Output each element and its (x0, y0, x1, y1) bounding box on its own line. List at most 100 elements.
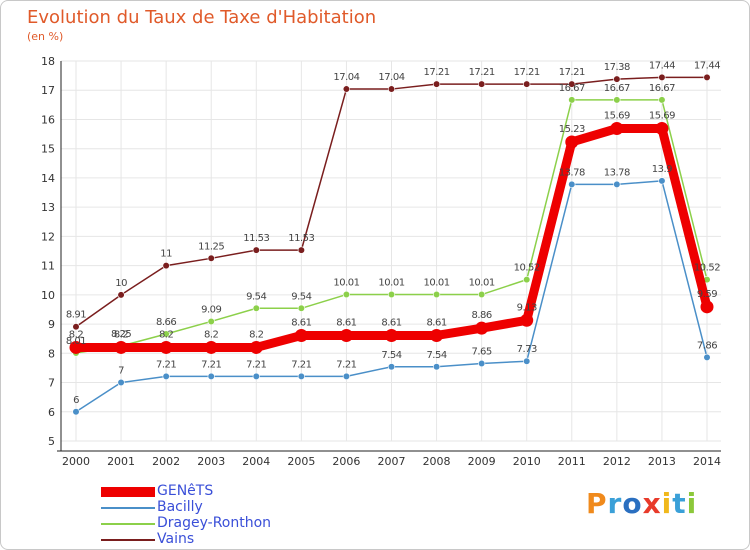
y-tick-label: 7 (48, 377, 55, 390)
data-point (162, 262, 170, 270)
data-point (385, 328, 398, 342)
data-point (342, 372, 351, 381)
data-point (432, 80, 441, 88)
data-label: 8.2 (69, 329, 84, 340)
data-point (114, 340, 128, 354)
data-point (430, 328, 444, 342)
data-label: 16.67 (649, 83, 675, 94)
data-point (204, 340, 218, 354)
data-label: 10 (115, 278, 127, 289)
data-label: 8.25 (111, 329, 131, 340)
data-label: 15.23 (559, 124, 585, 135)
legend-label: Bacilly (157, 499, 203, 515)
data-point (207, 254, 215, 262)
x-tick-label: 2000 (62, 455, 90, 468)
data-label: 13.78 (559, 167, 585, 178)
y-tick-label: 16 (41, 113, 55, 126)
x-tick-label: 2003 (197, 455, 225, 468)
data-point (478, 290, 486, 299)
x-tick-label: 2005 (287, 455, 315, 468)
data-point (297, 372, 305, 381)
data-point (568, 96, 576, 104)
legend-swatch (101, 507, 155, 509)
data-point (387, 363, 396, 371)
data-label: 7.73 (517, 344, 537, 355)
data-label: 15.69 (604, 111, 630, 122)
y-tick-label: 8 (48, 347, 55, 360)
data-point (162, 330, 170, 338)
data-label: 7.21 (156, 359, 176, 370)
legend-item: GENêTS (101, 483, 301, 500)
legend-label: GENêTS (157, 483, 214, 499)
data-label: 7.54 (426, 350, 446, 361)
data-label: 17.04 (378, 72, 404, 83)
data-label: 7 (118, 366, 124, 377)
data-label: 17.44 (694, 60, 720, 71)
data-point (159, 340, 173, 354)
y-tick-label: 10 (41, 289, 55, 302)
legend: GENêTS Bacilly Dragey-Ronthon Vains (101, 483, 301, 548)
data-point (613, 180, 621, 188)
data-point (613, 75, 621, 83)
data-point (658, 96, 666, 104)
data-point (297, 246, 305, 254)
data-label: 9.54 (291, 291, 311, 302)
data-label: 13.9 (652, 164, 672, 175)
data-point (520, 313, 534, 327)
logo-letter: x (642, 487, 662, 520)
data-label: 8.66 (156, 317, 176, 328)
chart-title: Evolution du Taux de Taxe d'Habitation (27, 7, 377, 28)
x-tick-label: 2012 (603, 455, 631, 468)
data-label: 8.2 (204, 329, 219, 340)
data-point (387, 290, 396, 299)
data-label: 10.52 (694, 263, 720, 274)
data-point (703, 73, 711, 81)
data-label: 13.78 (604, 167, 630, 178)
data-label: 17.21 (514, 67, 540, 78)
data-point (523, 357, 531, 365)
data-point (658, 73, 666, 81)
data-label: 17.21 (559, 67, 585, 78)
data-point (162, 372, 170, 381)
data-point (610, 122, 624, 136)
legend-label: Dragey-Ronthon (157, 515, 272, 531)
data-point (565, 135, 579, 149)
data-label: 7.21 (201, 359, 221, 370)
x-tick-label: 2001 (107, 455, 135, 468)
legend-item: Bacilly (101, 499, 301, 516)
data-label: 8.61 (336, 317, 356, 328)
y-tick-label: 5 (48, 435, 55, 448)
y-tick-label: 13 (41, 201, 55, 214)
data-point (432, 290, 441, 299)
data-point (249, 340, 263, 354)
data-label: 8.2 (114, 329, 129, 340)
data-label: 7.21 (291, 359, 311, 370)
data-point (703, 353, 711, 362)
data-point (387, 85, 396, 93)
y-tick-label: 17 (41, 84, 55, 97)
data-label: 9.09 (201, 304, 221, 315)
x-tick-label: 2007 (378, 455, 406, 468)
x-tick-label: 2013 (648, 455, 676, 468)
data-point (252, 304, 260, 312)
data-point (655, 122, 669, 136)
data-label: 11.53 (243, 233, 269, 244)
data-label: 11 (160, 249, 172, 260)
data-point (72, 408, 80, 416)
data-label: 10.01 (424, 278, 450, 289)
legend-label: Vains (157, 531, 195, 547)
data-label: 8.86 (472, 310, 492, 321)
logo-letter: i (686, 487, 698, 520)
data-label: 9.54 (246, 291, 266, 302)
x-tick-label: 2006 (332, 455, 360, 468)
x-tick-label: 2011 (558, 455, 586, 468)
data-point (69, 340, 83, 354)
data-point (568, 80, 576, 88)
y-tick-label: 14 (41, 172, 55, 185)
data-label: 15.69 (649, 111, 675, 122)
data-point (207, 317, 215, 326)
data-label: 7.21 (336, 359, 356, 370)
y-tick-label: 6 (48, 406, 55, 419)
legend-swatch (101, 487, 155, 497)
